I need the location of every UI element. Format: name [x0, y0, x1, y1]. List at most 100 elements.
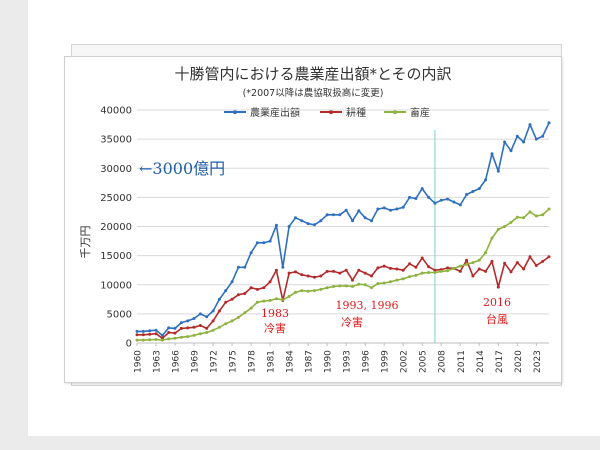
data-point	[148, 338, 152, 342]
data-point	[496, 285, 500, 289]
data-point	[446, 197, 450, 201]
annotation-2016-typhoon: 台風	[486, 312, 508, 326]
legend: 農業産出額 耕種 畜産	[224, 106, 430, 119]
y-tick-label: 25000	[100, 193, 132, 204]
data-point	[268, 280, 272, 284]
data-point	[338, 213, 342, 217]
data-point	[503, 140, 507, 144]
data-point	[300, 289, 304, 293]
data-point	[274, 297, 278, 301]
legend-marker-1	[232, 109, 238, 115]
x-tick-label: 2020	[514, 350, 524, 373]
x-tick-label: 1963	[153, 350, 163, 373]
data-point	[224, 300, 228, 304]
data-point	[351, 278, 354, 282]
y-tick-label: 30000	[100, 164, 132, 175]
data-point	[281, 265, 285, 269]
annotation-1993-1996-reizai: 冷害	[341, 315, 363, 329]
data-point	[541, 213, 545, 217]
gridlines	[137, 109, 549, 315]
data-point	[306, 274, 310, 278]
data-point	[370, 219, 373, 223]
data-point	[433, 271, 437, 274]
line-chart: 十勝管内における農業産出額*とその内訳 (*2007以降は農協取扱高に変更) 農…	[79, 65, 551, 373]
data-point	[547, 255, 551, 259]
data-point	[414, 197, 418, 200]
x-tick-label: 1981	[267, 350, 277, 373]
data-point	[300, 219, 304, 223]
x-tick-label: 2017	[495, 350, 505, 373]
data-point	[515, 215, 519, 219]
data-point	[534, 137, 538, 141]
x-axis-ticks: 1960 1963 1966 1969 1972 1975 1978 1981 1984 1987…	[134, 343, 543, 373]
data-point	[395, 278, 399, 282]
data-point	[332, 285, 335, 288]
data-point	[186, 335, 190, 339]
data-point	[471, 190, 475, 193]
data-point	[389, 208, 392, 212]
x-tick-label: 2011	[457, 350, 467, 373]
y-tick-label: 15000	[100, 251, 132, 262]
data-point	[319, 219, 323, 223]
data-point	[509, 270, 513, 274]
data-point	[465, 262, 469, 266]
data-point	[179, 335, 183, 339]
annotation-2016-year: 2016	[483, 296, 511, 309]
data-point	[401, 205, 405, 209]
data-point	[484, 178, 488, 182]
data-point	[313, 289, 316, 293]
legend-marker-2	[328, 109, 334, 115]
data-point	[255, 300, 259, 304]
data-point	[357, 268, 361, 272]
data-point	[522, 140, 526, 144]
data-point	[408, 262, 412, 266]
data-point	[274, 268, 278, 272]
data-point	[274, 223, 278, 227]
data-point	[192, 333, 196, 337]
y-tick-label: 5000	[107, 309, 132, 320]
data-point	[471, 274, 475, 278]
chart-subtitle: (*2007以降は農協取扱高に変更)	[243, 87, 384, 99]
data-point	[357, 282, 361, 286]
data-point	[496, 227, 500, 231]
data-point	[243, 311, 247, 315]
data-point	[389, 280, 392, 284]
data-point	[522, 216, 526, 220]
data-point	[192, 317, 196, 320]
data-point	[439, 198, 443, 202]
data-point	[173, 336, 177, 340]
data-point	[420, 271, 424, 275]
data-point	[471, 261, 475, 265]
data-point	[141, 338, 145, 342]
x-tick-label: 1984	[286, 350, 296, 373]
data-point	[427, 195, 431, 199]
data-point	[230, 280, 234, 284]
data-point	[534, 214, 538, 218]
data-point	[135, 338, 139, 342]
legend-marker-3	[392, 109, 398, 115]
data-point	[477, 267, 481, 271]
data-point	[465, 258, 469, 262]
x-tick-label: 1996	[362, 350, 372, 373]
data-point	[281, 298, 285, 302]
data-point	[198, 324, 202, 327]
x-tick-label: 1975	[229, 350, 239, 373]
data-point	[300, 273, 304, 277]
x-tick-label: 1969	[191, 350, 201, 373]
data-point	[414, 265, 418, 269]
data-point	[503, 225, 507, 228]
data-point	[433, 268, 437, 272]
data-point	[382, 206, 386, 210]
data-point	[217, 325, 221, 329]
data-point	[395, 207, 399, 211]
data-point	[344, 268, 348, 272]
x-tick-label: 2008	[438, 350, 448, 373]
data-point	[255, 287, 259, 291]
data-point	[382, 264, 386, 268]
x-tick-label: 1999	[381, 350, 391, 373]
data-point	[160, 338, 164, 342]
x-tick-label: 2023	[533, 350, 543, 373]
data-point	[243, 292, 247, 295]
legend-label-2: 耕種	[346, 106, 366, 119]
data-point	[363, 271, 367, 275]
